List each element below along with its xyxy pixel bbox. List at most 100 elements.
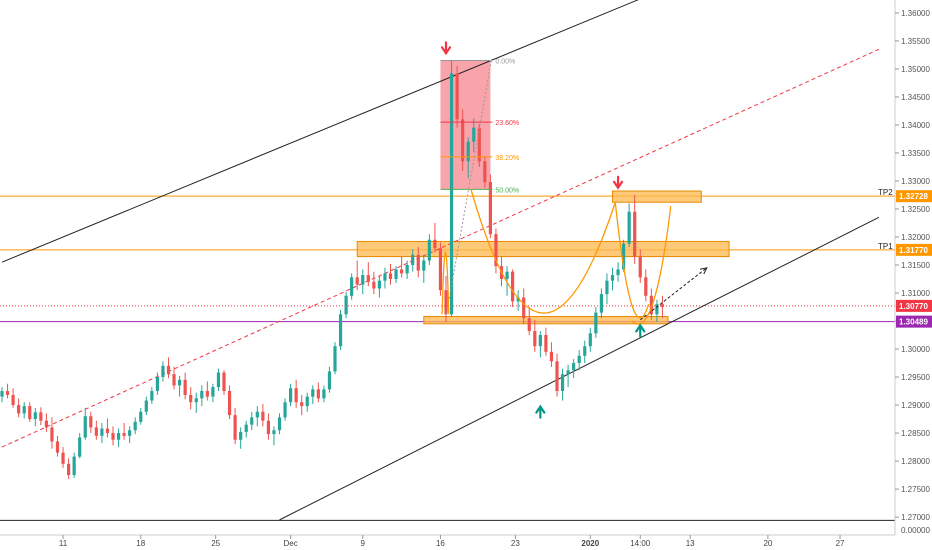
candle-body xyxy=(33,412,37,420)
price-tag-value: 1.32728 xyxy=(899,192,928,201)
candle xyxy=(522,288,526,324)
candle xyxy=(105,418,110,438)
candle xyxy=(239,427,243,449)
candle-body xyxy=(216,372,221,388)
candle xyxy=(538,331,542,358)
candle-body xyxy=(139,411,143,422)
candle-body xyxy=(178,379,182,386)
candle xyxy=(189,387,193,410)
candle xyxy=(50,417,54,449)
candle xyxy=(383,267,387,289)
x-tick-label: 9 xyxy=(361,539,366,548)
price-tag-badge xyxy=(896,190,932,203)
candle xyxy=(311,385,315,404)
candle-body xyxy=(83,416,87,438)
candle xyxy=(39,407,43,426)
candle-body xyxy=(233,415,237,440)
candle xyxy=(116,428,121,448)
candle-body xyxy=(116,433,121,440)
candle xyxy=(488,174,492,239)
candle-body xyxy=(505,271,509,279)
y-tick-label: 1.29000 xyxy=(901,401,930,410)
candle xyxy=(400,256,404,278)
candle xyxy=(89,411,93,434)
pattern-curve xyxy=(631,206,672,325)
candle-body xyxy=(61,452,65,464)
candle-body xyxy=(89,416,93,428)
candle-body xyxy=(477,127,481,162)
candle-body xyxy=(50,427,54,442)
candle-body xyxy=(194,398,198,403)
candle xyxy=(466,137,470,179)
candle xyxy=(61,447,65,468)
x-tick-label: 23 xyxy=(511,539,520,548)
candle xyxy=(544,327,548,356)
candle-body xyxy=(388,273,393,279)
candle xyxy=(172,366,176,390)
candle xyxy=(411,249,415,272)
candle-body xyxy=(522,297,526,319)
candle-body xyxy=(5,391,10,395)
candle-body xyxy=(72,456,76,476)
candle xyxy=(261,403,265,427)
candle xyxy=(599,288,603,319)
time-axis[interactable]: 11 18 25 Dec 9 16 23 2020 14:00 13 20 27 xyxy=(59,535,845,548)
y-tick-label: 1.33000 xyxy=(901,177,930,186)
price-tag-badge xyxy=(896,299,932,312)
x-tick-label: 16 xyxy=(436,539,445,548)
candle-body xyxy=(594,312,598,334)
x-tick-label: 18 xyxy=(136,539,145,548)
projection-arrow-line xyxy=(639,267,708,321)
candle-body xyxy=(189,394,193,403)
candle-body xyxy=(655,304,659,315)
candle xyxy=(233,407,237,445)
candle-body xyxy=(610,275,615,281)
candle xyxy=(155,372,159,395)
candle xyxy=(649,288,653,320)
x-tick-label: 25 xyxy=(211,539,220,548)
candle-body xyxy=(488,182,492,235)
candle-body xyxy=(277,417,282,431)
candle-body xyxy=(316,389,320,399)
candle-body xyxy=(622,243,626,270)
candle xyxy=(516,290,520,311)
candle-body xyxy=(283,402,287,418)
candle xyxy=(505,266,509,296)
candle xyxy=(655,299,659,323)
candle xyxy=(394,266,398,283)
candle xyxy=(161,361,165,382)
candle-body xyxy=(55,441,60,453)
candle-body xyxy=(361,275,365,285)
x-tick-label: 20 xyxy=(763,539,772,548)
channel-upper-line xyxy=(1,0,639,263)
candle-body xyxy=(17,405,21,414)
candle-body xyxy=(105,428,110,434)
candle xyxy=(305,392,309,412)
candle-body xyxy=(660,304,665,307)
y-tick-label: 1.33500 xyxy=(901,149,930,158)
candle-body xyxy=(11,394,15,406)
candle xyxy=(194,392,198,413)
candle xyxy=(644,269,648,302)
candle xyxy=(377,276,381,298)
candle-body xyxy=(455,73,459,120)
candle xyxy=(633,194,637,264)
candle xyxy=(272,426,276,446)
candle xyxy=(366,262,370,287)
candle xyxy=(472,118,476,152)
candle xyxy=(660,295,665,319)
candle xyxy=(494,228,498,274)
y-tick-label: 1.31500 xyxy=(901,261,930,270)
candle-body xyxy=(366,275,370,282)
candle xyxy=(444,276,448,323)
fib-level-label: 23.60% xyxy=(495,120,519,127)
candle-body xyxy=(416,254,420,271)
candle-body xyxy=(266,420,270,435)
candle xyxy=(300,394,304,416)
candle-body xyxy=(222,372,226,392)
candle xyxy=(67,458,71,479)
y-tick-label: 1.32500 xyxy=(901,205,930,214)
y-tick-label: 1.35000 xyxy=(901,65,930,74)
candle-body xyxy=(411,254,415,265)
